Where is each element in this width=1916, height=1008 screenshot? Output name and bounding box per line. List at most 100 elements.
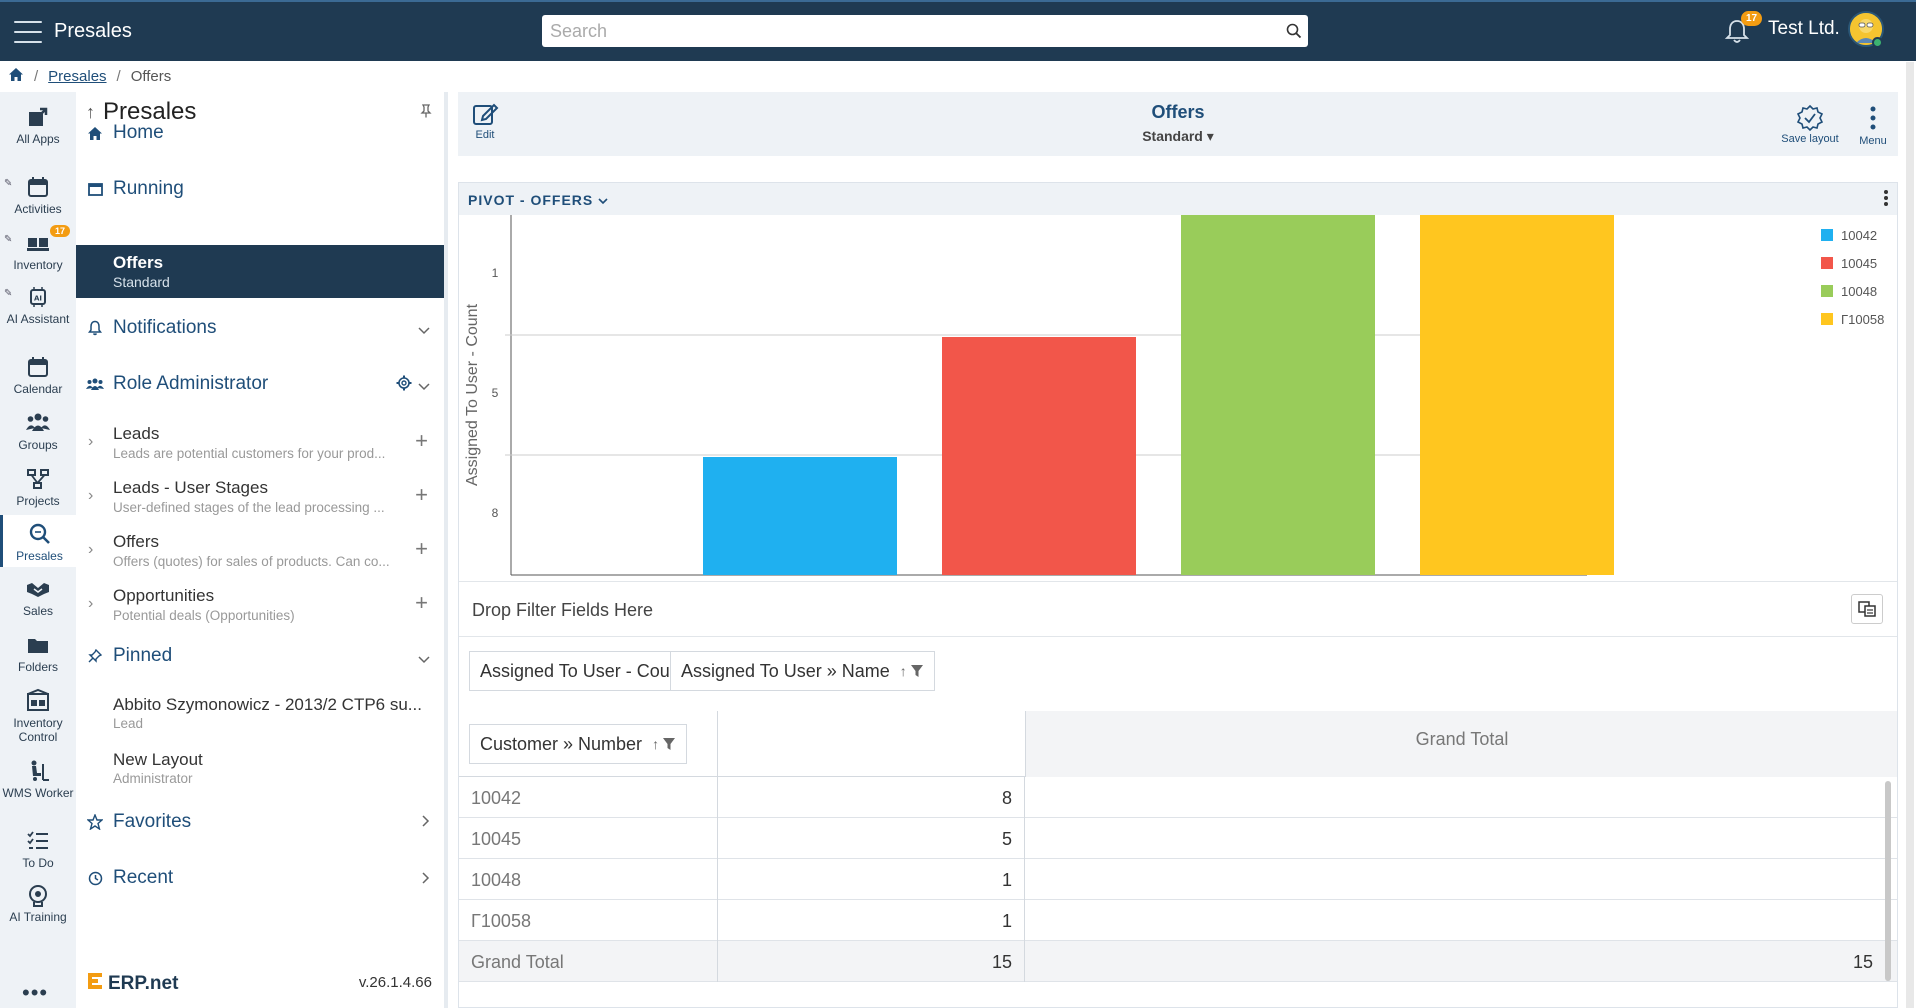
chevron-right-icon[interactable] xyxy=(422,872,430,887)
data-field-chip[interactable]: Assigned To User - Count xyxy=(469,651,696,691)
sidebar-entity-offers[interactable]: › Offers Offers (quotes) for sales of pr… xyxy=(88,532,428,569)
field-list-button[interactable] xyxy=(1851,594,1883,624)
star-icon xyxy=(86,813,104,831)
pinned-item-new-layout[interactable]: New Layout Administrator xyxy=(113,750,203,786)
company-name[interactable]: Test Ltd. xyxy=(1768,18,1840,39)
column-field-chip[interactable]: Assigned To User » Name ↑ xyxy=(670,651,935,691)
rail-ai-assistant[interactable]: AI AI Assistant xyxy=(0,284,76,326)
legend-label: 10042 xyxy=(1841,228,1877,243)
navigate-up-icon[interactable]: ↑ xyxy=(86,101,95,122)
layout-selector[interactable]: Standard ▾ xyxy=(1142,128,1214,144)
panel-kebab-icon[interactable] xyxy=(1883,189,1889,212)
filter-icon[interactable] xyxy=(662,737,676,751)
rail-inventory[interactable]: Inventory xyxy=(0,230,76,272)
filter-drop-zone[interactable]: Drop Filter Fields Here xyxy=(459,581,1897,637)
rail-projects[interactable]: Projects xyxy=(0,466,76,508)
sidebar-entity-opportunities[interactable]: › Opportunities Potential deals (Opportu… xyxy=(88,586,428,623)
add-icon[interactable]: + xyxy=(415,590,428,615)
sidebar-entity-leads-user-stages[interactable]: › Leads - User Stages User-defined stage… xyxy=(88,478,428,515)
breadcrumb-presales[interactable]: Presales xyxy=(48,68,107,85)
sidebar-entity-leads[interactable]: › Leads Leads are potential customers fo… xyxy=(88,424,428,461)
sidebar-role-administrator[interactable]: Role Administrator xyxy=(86,373,268,395)
svg-text:AI: AI xyxy=(34,295,42,303)
clock-icon xyxy=(86,869,104,887)
legend-label: 10048 xyxy=(1841,284,1877,299)
top-bar: Presales xyxy=(0,0,1916,61)
rail-ai-training[interactable]: AI Training xyxy=(0,882,76,924)
chevron-down-icon[interactable] xyxy=(418,380,430,394)
rail-sales[interactable]: Sales xyxy=(0,576,76,618)
legend-swatch xyxy=(1821,285,1833,297)
rail-groups[interactable]: Groups xyxy=(0,410,76,452)
pinned-item-lead[interactable]: Abbito Szymonowicz - 2013/2 CTP6 su... L… xyxy=(113,695,422,731)
y-axis-label: Assigned To User - Count xyxy=(464,303,481,486)
home-icon[interactable] xyxy=(8,67,24,86)
chevron-down-icon[interactable] xyxy=(418,324,430,338)
sort-icon[interactable]: ↑ xyxy=(652,736,660,752)
add-icon[interactable]: + xyxy=(415,536,428,561)
folder-icon xyxy=(28,639,48,653)
chevron-right-icon[interactable]: › xyxy=(88,595,94,612)
rail-presales[interactable]: Presales xyxy=(0,515,76,567)
edit-icon xyxy=(473,103,499,125)
table-row[interactable]: 10045 5 xyxy=(459,818,1897,859)
pivot-panel-header: PIVOT - OFFERS xyxy=(459,183,1897,215)
sidebar-active-offers[interactable]: Offers Standard xyxy=(76,245,444,298)
inventory-badge: 17 xyxy=(50,225,71,237)
sort-icon[interactable]: ↑ xyxy=(899,663,907,679)
sidebar-favorites[interactable]: Favorites xyxy=(86,811,191,833)
chevron-down-icon[interactable] xyxy=(418,653,430,667)
people-icon xyxy=(26,413,50,431)
bar-Γ10058 xyxy=(1420,215,1614,575)
search-icon[interactable] xyxy=(1280,17,1308,45)
add-icon[interactable]: + xyxy=(415,482,428,507)
rail-wms-worker[interactable]: WMS Worker xyxy=(0,758,76,800)
chevron-right-icon[interactable]: › xyxy=(88,541,94,558)
ai-chip-icon: AI xyxy=(30,287,46,307)
sidebar-title: Presales xyxy=(103,98,197,125)
legend-label: 10045 xyxy=(1841,256,1877,271)
gear-icon[interactable] xyxy=(396,375,412,394)
sidebar-pinned[interactable]: Pinned xyxy=(86,645,172,667)
rail-calendar[interactable]: Calendar xyxy=(0,354,76,396)
rail-inventory-control[interactable]: Inventory Control xyxy=(0,688,76,744)
row-field-chip[interactable]: Customer » Number ↑ xyxy=(469,724,688,764)
page-scrollbar[interactable] xyxy=(1906,62,1914,1008)
form-header: Edit Offers Standard ▾ Save layout Menu xyxy=(458,92,1898,156)
rail-to-do[interactable]: To Do xyxy=(0,828,76,870)
pivot-panel-title[interactable]: PIVOT - OFFERS xyxy=(468,192,608,208)
search-input[interactable] xyxy=(542,15,1280,47)
users-icon xyxy=(86,375,104,393)
rail-activities[interactable]: Activities xyxy=(0,174,76,216)
more-apps-icon[interactable]: ••• xyxy=(22,980,49,1005)
table-row[interactable]: 10048 1 xyxy=(459,859,1897,900)
chevron-right-icon[interactable]: › xyxy=(88,487,94,504)
sidebar-running[interactable]: Running xyxy=(86,178,184,200)
sidebar-notifications[interactable]: Notifications xyxy=(86,317,217,339)
erp-logo-icon xyxy=(88,972,106,995)
pivot-scrollbar[interactable] xyxy=(1885,781,1891,981)
table-row[interactable]: 10042 8 xyxy=(459,777,1897,818)
pin-icon xyxy=(86,647,104,665)
main-content: Edit Offers Standard ▾ Save layout Menu … xyxy=(448,92,1916,1008)
sidebar-recent[interactable]: Recent xyxy=(86,867,173,889)
edit-button[interactable]: Edit xyxy=(464,100,506,141)
save-layout-button[interactable]: Save layout xyxy=(1774,104,1846,145)
add-icon[interactable]: + xyxy=(415,428,428,453)
window-icon xyxy=(86,180,104,198)
hamburger-menu-icon[interactable] xyxy=(14,20,42,43)
home-icon xyxy=(86,124,104,142)
pin-sidebar-icon[interactable] xyxy=(420,104,432,121)
rail-all-apps[interactable]: All Apps xyxy=(0,104,76,146)
rail-folders[interactable]: Folders xyxy=(0,632,76,674)
table-row[interactable]: Γ10058 1 xyxy=(459,900,1897,941)
forklift-icon xyxy=(31,760,49,781)
filter-icon[interactable] xyxy=(910,664,924,678)
sidebar-home[interactable]: Home xyxy=(86,122,164,144)
online-status-dot xyxy=(1872,37,1883,48)
notification-badge: 17 xyxy=(1741,11,1763,26)
grand-total-row: Grand Total 15 15 xyxy=(459,941,1897,982)
chevron-right-icon[interactable]: › xyxy=(88,433,94,450)
chevron-right-icon[interactable] xyxy=(422,815,430,830)
menu-button[interactable]: Menu xyxy=(1852,104,1894,147)
